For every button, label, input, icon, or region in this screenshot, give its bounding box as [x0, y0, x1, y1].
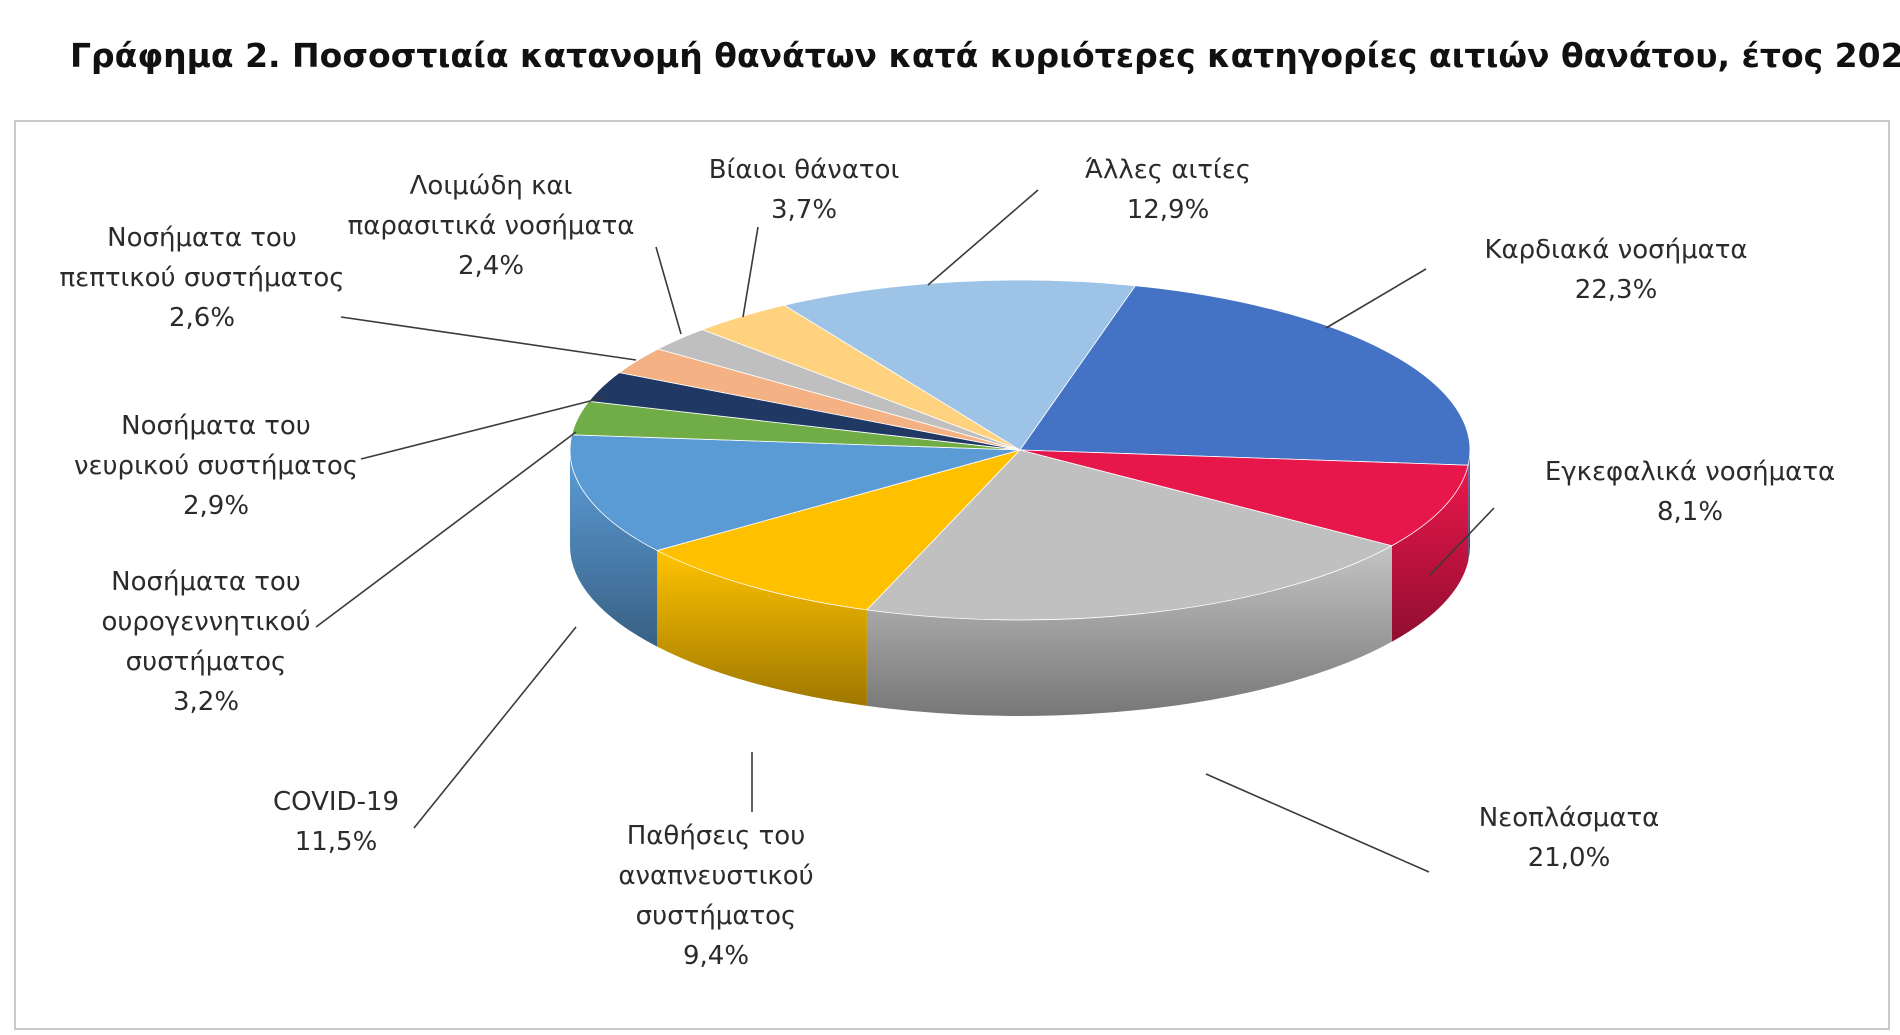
slice-label: Νεοπλάσματα 21,0% — [1479, 803, 1660, 873]
data-label: 22,3% — [1575, 275, 1658, 305]
category-label: Νεοπλάσματα — [1479, 803, 1660, 833]
slice-side — [657, 550, 867, 706]
slice-label: Παθήσεις του αναπνευστικού συστήματος 9,4% — [618, 821, 813, 971]
slice-label: Λοιμώδη και παρασιτικά νοσήματα 2,4% — [348, 171, 635, 281]
slice-labels: Καρδιακά νοσήματα 22,3% Εγκεφαλικά νοσήματ… — [60, 155, 1836, 971]
slice-label: Νοσήματα του νευρικού συστήματος 2,9% — [74, 411, 358, 521]
data-label: 3,2% — [173, 687, 239, 717]
slice-top — [783, 279, 1137, 451]
data-label: 2,9% — [183, 491, 249, 521]
slice-label: COVID-19 11,5% — [273, 787, 399, 857]
pie-depth — [570, 450, 1470, 716]
slice-label: Εγκεφαλικά νοσήματα 8,1% — [1545, 457, 1835, 527]
slice-label: Άλλες αιτίες 12,9% — [1085, 155, 1251, 225]
leader-line — [340, 316, 637, 361]
leader-line — [1429, 507, 1495, 576]
category-label: νευρικού συστήματος — [74, 451, 358, 481]
data-label: 12,9% — [1127, 195, 1210, 225]
slice-side — [1391, 465, 1469, 642]
data-label: 11,5% — [295, 827, 378, 857]
category-label: Λοιμώδη και — [410, 171, 573, 201]
category-label: Παθήσεις του — [627, 821, 806, 851]
leader-line — [315, 431, 577, 628]
category-label: Καρδιακά νοσήματα — [1484, 235, 1747, 265]
category-label: ουρογεννητικού — [101, 607, 310, 637]
category-label: Νοσήματα του — [107, 223, 297, 253]
slice-top — [569, 434, 1021, 551]
category-label: Άλλες αιτίες — [1085, 155, 1251, 185]
slice-top — [1019, 285, 1471, 466]
leader-line — [1325, 268, 1427, 329]
category-label: COVID-19 — [273, 787, 399, 817]
slice-label: Καρδιακά νοσήματα 22,3% — [1484, 235, 1747, 305]
data-label: 8,1% — [1657, 497, 1723, 527]
pie-chart: Καρδιακά νοσήματα 22,3% Εγκεφαλικά νοσήματ… — [60, 155, 1836, 971]
leader-line — [1205, 773, 1430, 873]
slice-label: Νοσήματα του ουρογεννητικού συστήματος 3,2% — [101, 567, 310, 717]
leader-line — [413, 626, 577, 829]
slice-top — [1019, 449, 1469, 547]
data-label: 21,0% — [1528, 843, 1611, 873]
slice-side — [570, 450, 658, 647]
category-label: αναπνευστικού — [618, 861, 813, 891]
category-label: Βίαιοι θάνατοι — [709, 155, 900, 185]
category-label: Νοσήματα του — [121, 411, 311, 441]
category-label: παρασιτικά νοσήματα — [348, 211, 635, 241]
category-label: συστήματος — [126, 647, 287, 677]
slice-side — [1468, 450, 1470, 562]
slice-label: Βίαιοι θάνατοι 3,7% — [709, 155, 900, 225]
data-label: 2,4% — [458, 251, 524, 281]
data-label: 9,4% — [683, 941, 749, 971]
leader-line — [927, 189, 1039, 286]
leader-lines — [315, 189, 1495, 873]
category-label: Νοσήματα του — [111, 567, 301, 597]
category-label: συστήματος — [636, 901, 797, 931]
slice-side — [866, 545, 1392, 716]
leader-line — [360, 396, 607, 460]
chart-title: Γράφημα 2. Ποσοστιαία κατανομή θανάτων κ… — [70, 36, 1900, 75]
slice-label: Νοσήματα του πεπτικού συστήματος 2,6% — [60, 223, 345, 333]
category-label: Εγκεφαλικά νοσήματα — [1545, 457, 1835, 487]
data-label: 2,6% — [169, 303, 235, 333]
slice-top — [656, 449, 1022, 611]
leader-line — [655, 246, 682, 335]
chart-frame: Καρδιακά νοσήματα 22,3% Εγκεφαλικά νοσήματ… — [14, 120, 1890, 1030]
category-label: πεπτικού συστήματος — [60, 263, 345, 293]
pie-top — [569, 279, 1471, 621]
slice-top — [866, 449, 1393, 621]
data-label: 3,7% — [771, 195, 837, 225]
leader-line — [742, 226, 759, 318]
